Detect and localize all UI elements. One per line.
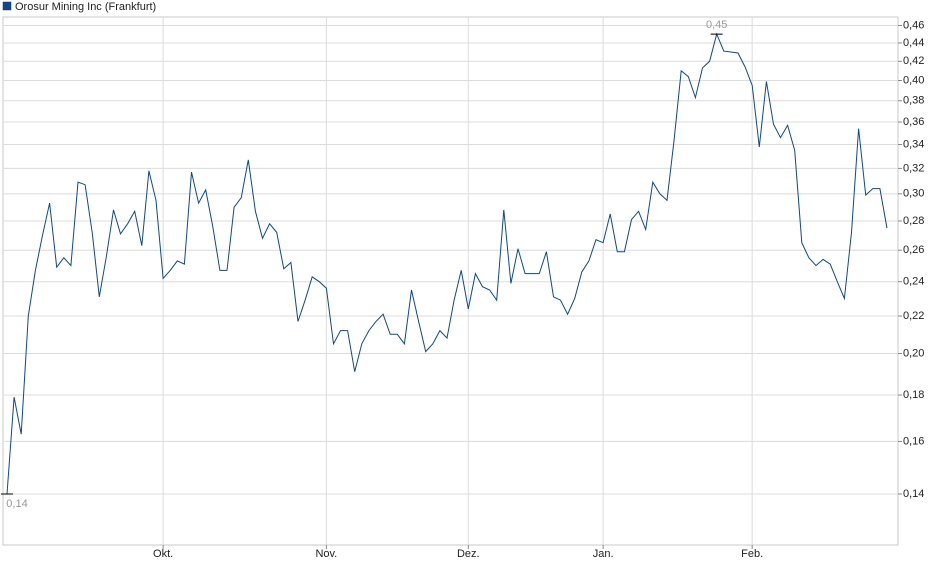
x-tick-label: Nov. bbox=[315, 548, 337, 560]
y-tick-label: 0,16 bbox=[903, 435, 924, 447]
y-tick-label: 0,20 bbox=[903, 347, 924, 359]
y-tick-label: 0,22 bbox=[903, 310, 924, 322]
y-tick-label: 0,34 bbox=[903, 138, 924, 150]
x-tick-label: Jan. bbox=[593, 548, 614, 560]
x-tick-label: Dez. bbox=[457, 548, 480, 560]
y-tick-label: 0,26 bbox=[903, 244, 924, 256]
y-tick-label: 0,40 bbox=[903, 74, 924, 86]
y-tick-label: 0,32 bbox=[903, 162, 924, 174]
y-tick-label: 0,42 bbox=[903, 55, 924, 67]
y-tick-label: 0,30 bbox=[903, 188, 924, 200]
legend-label: Orosur Mining Inc (Frankfurt) bbox=[15, 1, 156, 13]
y-tick-label: 0,18 bbox=[903, 389, 924, 401]
extreme-label: 0,14 bbox=[6, 498, 27, 510]
y-tick-label: 0,46 bbox=[903, 19, 924, 31]
y-tick-label: 0,14 bbox=[903, 488, 924, 500]
x-tick-label: Feb. bbox=[741, 548, 763, 560]
y-tick-label: 0,36 bbox=[903, 116, 924, 128]
y-tick-label: 0,38 bbox=[903, 95, 924, 107]
legend-swatch bbox=[2, 1, 12, 11]
y-tick-label: 0,44 bbox=[903, 37, 924, 49]
y-tick-label: 0,28 bbox=[903, 215, 924, 227]
price-line bbox=[6, 32, 888, 495]
y-tick-label: 0,24 bbox=[903, 276, 924, 288]
x-tick-label: Okt. bbox=[153, 548, 173, 560]
extreme-label: 0,45 bbox=[706, 19, 727, 31]
plot-area bbox=[2, 16, 899, 546]
